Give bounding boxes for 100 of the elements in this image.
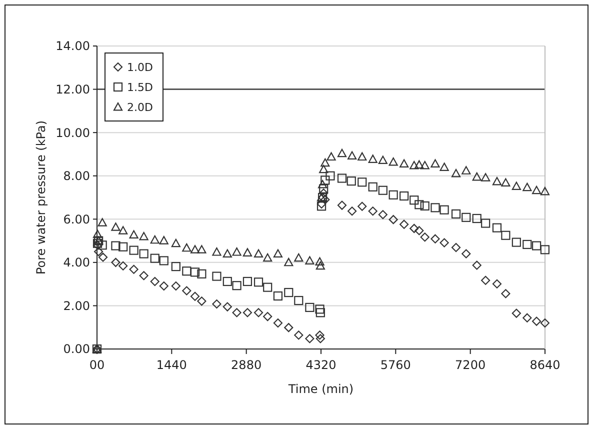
point	[171, 238, 180, 248]
point	[320, 176, 330, 185]
point	[315, 330, 324, 340]
legend-label: 1.5D	[127, 80, 153, 94]
point	[273, 318, 283, 328]
point	[368, 206, 378, 216]
y-tick-label: 2.00	[63, 298, 90, 313]
point	[492, 223, 502, 232]
point	[242, 248, 252, 256]
point	[388, 190, 398, 200]
x-tick-label: 8640	[530, 358, 560, 372]
point	[171, 281, 180, 291]
point	[400, 159, 409, 168]
point	[440, 238, 449, 248]
point	[320, 158, 330, 167]
point	[222, 249, 232, 258]
point	[182, 243, 192, 252]
point	[305, 256, 314, 264]
point	[532, 241, 542, 250]
point	[430, 203, 440, 212]
y-tick-label: 14.00	[56, 39, 90, 54]
point	[159, 236, 168, 244]
point	[232, 281, 242, 290]
point	[462, 166, 471, 174]
point	[414, 160, 424, 169]
y-tick-label: 12.00	[56, 82, 90, 96]
point	[512, 238, 521, 247]
point	[92, 230, 102, 238]
point	[139, 271, 148, 280]
point	[305, 302, 314, 312]
point	[420, 232, 430, 242]
legend-label: 1.0D	[127, 60, 153, 74]
point	[316, 261, 325, 270]
point	[337, 174, 347, 183]
y-axis-title: Pore water pressure (kPa)	[34, 120, 48, 275]
point	[420, 160, 430, 170]
point	[171, 262, 180, 272]
point	[111, 258, 120, 267]
point	[182, 266, 192, 276]
point	[263, 312, 272, 322]
point	[294, 253, 304, 262]
point	[284, 323, 294, 332]
point	[337, 148, 347, 158]
point	[139, 232, 148, 240]
point	[400, 191, 409, 201]
point	[273, 249, 283, 258]
point	[263, 253, 272, 262]
point	[118, 242, 128, 252]
point	[410, 160, 419, 170]
point	[242, 276, 252, 286]
y-tick-label: 8.00	[63, 169, 90, 184]
point	[159, 256, 168, 266]
point	[254, 249, 264, 258]
point	[98, 218, 107, 226]
point	[129, 264, 138, 274]
point	[481, 276, 490, 285]
point	[451, 209, 461, 218]
point	[294, 330, 304, 340]
y-tick-label: 10.00	[56, 126, 90, 140]
point	[420, 201, 430, 210]
point	[430, 234, 440, 244]
point	[501, 289, 510, 298]
point	[159, 281, 168, 291]
x-axis-title: Time (min)	[287, 382, 354, 396]
point	[326, 171, 335, 180]
x-tick-label: 7200	[455, 358, 486, 372]
point	[388, 215, 398, 224]
point	[522, 182, 532, 192]
point	[284, 288, 294, 298]
point	[472, 214, 482, 224]
point	[358, 202, 367, 211]
point	[222, 276, 232, 286]
point	[440, 205, 449, 214]
point	[472, 260, 482, 270]
point	[139, 249, 148, 258]
point	[150, 254, 160, 263]
point	[118, 261, 128, 270]
point	[197, 296, 206, 306]
point	[190, 268, 200, 277]
point	[315, 257, 324, 266]
point	[430, 159, 440, 168]
point	[305, 334, 314, 344]
point	[348, 206, 357, 216]
point	[190, 292, 200, 301]
point	[410, 196, 419, 205]
point	[197, 245, 206, 254]
point	[212, 272, 222, 281]
point	[451, 242, 461, 252]
point	[400, 220, 409, 229]
legend-label: 2.0D	[127, 100, 153, 114]
point	[197, 269, 206, 278]
point	[540, 245, 550, 254]
point	[358, 152, 367, 161]
y-tick-label: 0.00	[63, 342, 90, 356]
point	[316, 308, 325, 318]
point	[118, 226, 128, 234]
point	[501, 230, 510, 240]
point	[481, 173, 490, 182]
point	[501, 178, 510, 187]
point	[440, 162, 449, 171]
